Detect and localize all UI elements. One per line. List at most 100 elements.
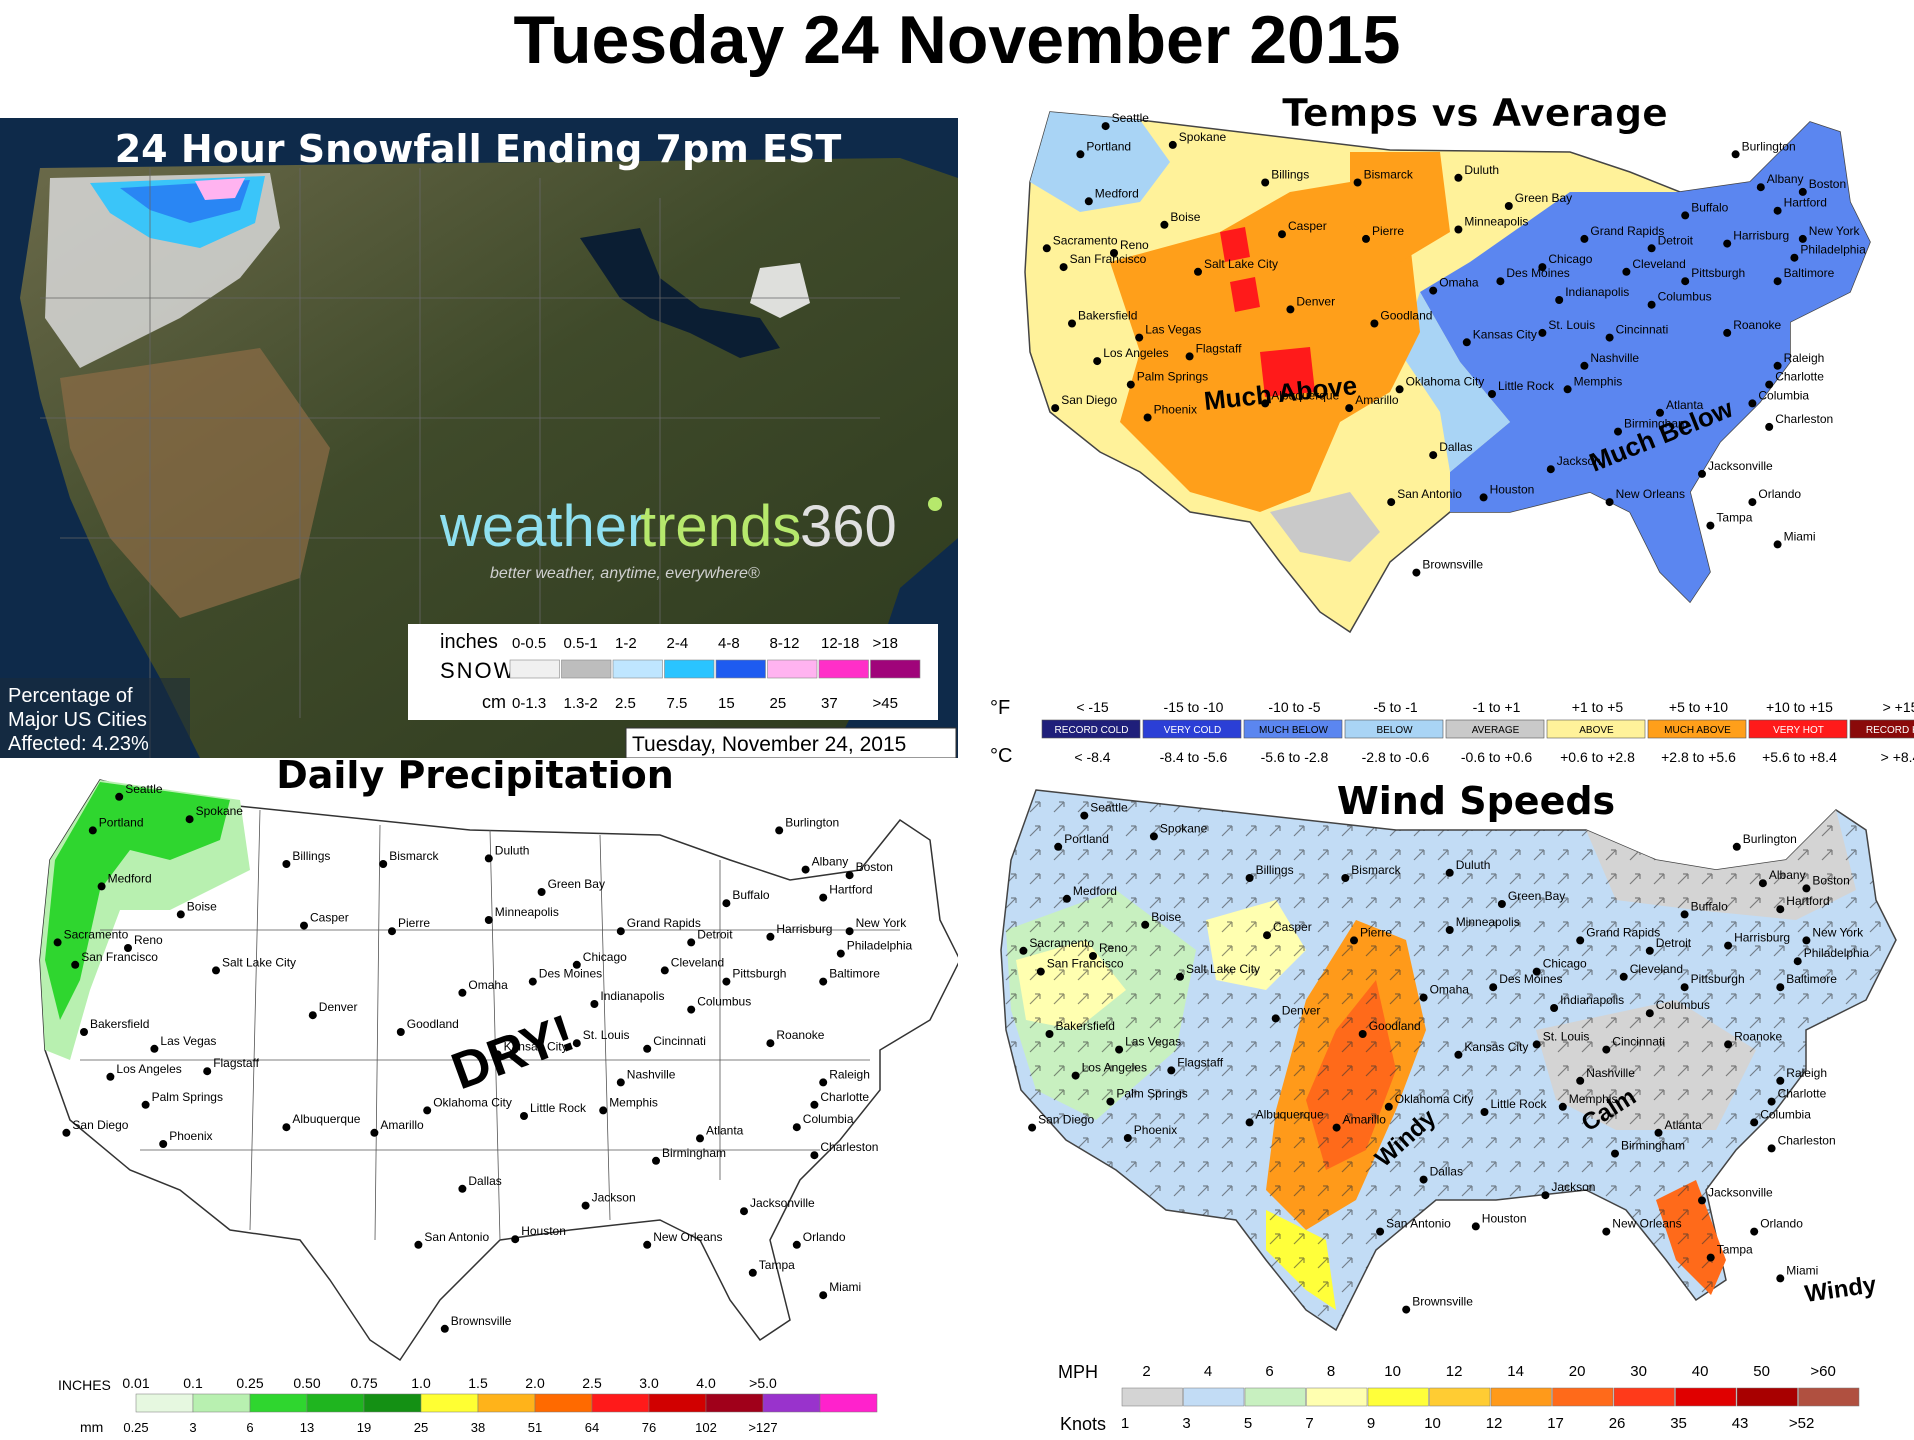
- precip-legend-inch-label: 1.5: [468, 1375, 488, 1391]
- city-dot: [1168, 140, 1177, 149]
- snow-legend-snow-label: SNOW: [440, 658, 516, 683]
- city-label: Green Bay: [1508, 889, 1565, 903]
- snow-legend-cm-value: 0-1.3: [512, 695, 546, 712]
- snow-legend-inches-label: inches: [440, 631, 498, 653]
- precip-legend-mm-label: 38: [471, 1420, 485, 1435]
- city-dot: [1724, 941, 1733, 950]
- city-dot: [819, 893, 828, 902]
- city-dot: [1614, 427, 1622, 436]
- city-label: Memphis: [1574, 374, 1623, 388]
- city-dot: [687, 1005, 696, 1014]
- city-label: Medford: [108, 871, 152, 885]
- city-dot: [1622, 267, 1631, 276]
- city-dot: [1798, 234, 1807, 243]
- city-label: Sacramento: [1053, 233, 1118, 247]
- city-label: Houston: [521, 1224, 566, 1238]
- city-label: Little Rock: [530, 1101, 587, 1115]
- city-dot: [801, 865, 810, 874]
- city-label: Green Bay: [1515, 191, 1572, 205]
- city-dot: [1724, 1040, 1733, 1049]
- snow-legend-cm-value: 25: [770, 695, 787, 712]
- city-label: Detroit: [697, 927, 733, 941]
- city-dot: [150, 1044, 159, 1053]
- city-label: Amarillo: [1355, 393, 1399, 407]
- precip-legend-inch-label: 4.0: [696, 1375, 716, 1391]
- wind-legend-mph-value: >60: [1810, 1363, 1835, 1380]
- precip-legend-swatch: [306, 1393, 365, 1413]
- city-dot: [1790, 253, 1799, 262]
- city-label: Hartford: [829, 883, 872, 897]
- city-label: Buffalo: [732, 888, 769, 902]
- city-label: Amarillo: [380, 1118, 424, 1132]
- wind-legend: MPH Knots 214365871091210141220173026403…: [1058, 1362, 1860, 1434]
- city-dot: [1261, 178, 1270, 187]
- city-dot: [440, 1324, 449, 1333]
- city-label: Seattle: [1112, 111, 1150, 125]
- city-label: Dallas: [468, 1174, 501, 1188]
- city-dot: [1706, 521, 1715, 530]
- city-label: Oklahoma City: [1395, 1092, 1474, 1106]
- city-label: Los Angeles: [1103, 346, 1168, 360]
- city-label: Bakersfield: [90, 1017, 149, 1031]
- wind-legend-knots-value: 35: [1670, 1415, 1687, 1432]
- city-label: St. Louis: [583, 1028, 630, 1042]
- city-dot: [1698, 469, 1706, 478]
- city-dot: [282, 1123, 291, 1132]
- snow-legend: inches SNOW cm 0-0.5 0-1.3 0.5-1 1.3-2 1-2 2.…: [408, 624, 938, 720]
- city-dot: [1245, 874, 1254, 882]
- city-label: Roanoke: [1734, 1029, 1782, 1043]
- city-label: St. Louis: [1543, 1029, 1590, 1043]
- city-dot: [1059, 263, 1068, 272]
- city-dot: [1680, 983, 1689, 992]
- snow-cover-ny: [750, 263, 810, 318]
- city-dot: [1793, 957, 1802, 966]
- city-label: Houston: [1490, 482, 1535, 496]
- temps-legend-c-range: +0.6 to +2.8: [1560, 749, 1635, 765]
- snow-legend-cm-label: cm: [482, 692, 506, 712]
- city-dot: [1576, 936, 1585, 945]
- temps-legend-swatch: [1546, 719, 1646, 739]
- city-label: Little Rock: [1498, 379, 1555, 393]
- wind-legend-knots-label: Knots: [1060, 1414, 1106, 1434]
- city-dot: [71, 960, 80, 969]
- city-dot: [1647, 300, 1656, 309]
- city-label: Sacramento: [1029, 936, 1094, 950]
- wind-legend-knots-value: 9: [1367, 1415, 1375, 1432]
- city-dot: [652, 1156, 660, 1165]
- city-dot: [1532, 967, 1541, 976]
- city-dot: [836, 949, 845, 958]
- precip-legend-swatch: [192, 1393, 251, 1413]
- precip-legend-swatch: [477, 1393, 536, 1413]
- temp-below-band: [1400, 292, 1510, 472]
- city-dot: [1160, 220, 1169, 229]
- wind-legend-knots-value: 1: [1121, 1415, 1129, 1432]
- city-label: Sacramento: [64, 927, 129, 941]
- snow-legend-swatch: [509, 659, 560, 679]
- city-label: Raleigh: [1786, 1066, 1827, 1080]
- city-label: Albuquerque: [1256, 1107, 1324, 1121]
- wind-legend-mph-value: 6: [1265, 1363, 1273, 1380]
- city-dot: [1750, 1227, 1759, 1236]
- wind-legend-knots-value: 7: [1305, 1415, 1313, 1432]
- city-dot: [1488, 390, 1496, 398]
- city-label: Charlotte: [820, 1090, 869, 1104]
- city-label: Billings: [1256, 863, 1294, 877]
- city-label: Albany: [812, 855, 849, 869]
- temp-very-hot-3: [1260, 347, 1315, 397]
- temps-legend-panel: °F °C < -15 RECORD COLD < -8.4 -15 to -10 VE…: [986, 692, 1914, 772]
- city-label: Omaha: [1439, 276, 1479, 290]
- city-dot: [1358, 1030, 1367, 1038]
- city-dot: [1429, 451, 1438, 460]
- city-dot: [1089, 952, 1097, 960]
- wind-legend-mph-value: 12: [1446, 1363, 1463, 1380]
- city-label: Phoenix: [169, 1129, 212, 1143]
- logo-trends: trends: [640, 494, 801, 559]
- precip-legend-inch-label: 1.0: [411, 1375, 431, 1391]
- temp-below-nw: [1030, 112, 1170, 212]
- city-label: Reno: [1099, 941, 1128, 955]
- city-dot: [1062, 894, 1071, 903]
- city-dot: [1732, 842, 1741, 851]
- city-label: Columbia: [1758, 388, 1809, 402]
- precip-legend-inch-label: >5.0: [749, 1375, 777, 1391]
- city-label: San Antonio: [1386, 1217, 1451, 1231]
